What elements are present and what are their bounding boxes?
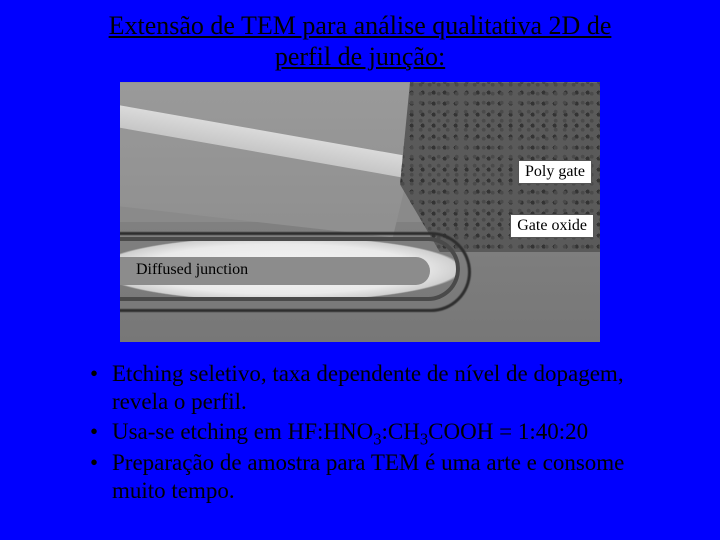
bullet-1-text: Etching seletivo, taxa dependente de nív… (112, 361, 624, 414)
label-gate-oxide: Gate oxide (510, 214, 594, 237)
bullet-1: Etching seletivo, taxa dependente de nív… (90, 360, 660, 416)
bullet-3: Preparação de amostra para TEM é uma art… (90, 449, 660, 505)
figure-container: Poly gate Gate oxide Diffused junction (120, 82, 600, 342)
title-line-1: Extensão de TEM para análise qualitativa… (109, 11, 612, 40)
bullet-2-sub2: 3 (420, 430, 428, 449)
label-poly-gate: Poly gate (518, 160, 592, 183)
bullet-2-prefix: Usa-se etching em HF:HNO (112, 419, 373, 444)
slide-title: Extensão de TEM para análise qualitativa… (60, 10, 660, 72)
slide: Extensão de TEM para análise qualitativa… (0, 0, 720, 540)
bullet-2-mid: :CH (382, 419, 420, 444)
bullet-2: Usa-se etching em HF:HNO3:CH3COOH = 1:40… (90, 418, 660, 446)
title-line-2: perfil de junção: (275, 42, 445, 71)
bullet-list: Etching seletivo, taxa dependente de nív… (60, 360, 660, 504)
label-diffused-junction: Diffused junction (136, 261, 248, 279)
bullet-3-text: Preparação de amostra para TEM é uma art… (112, 450, 624, 503)
tem-micrograph: Poly gate Gate oxide Diffused junction (120, 82, 600, 342)
bullet-2-sub1: 3 (373, 430, 381, 449)
bullet-2-suffix: COOH = 1:40:20 (428, 419, 588, 444)
